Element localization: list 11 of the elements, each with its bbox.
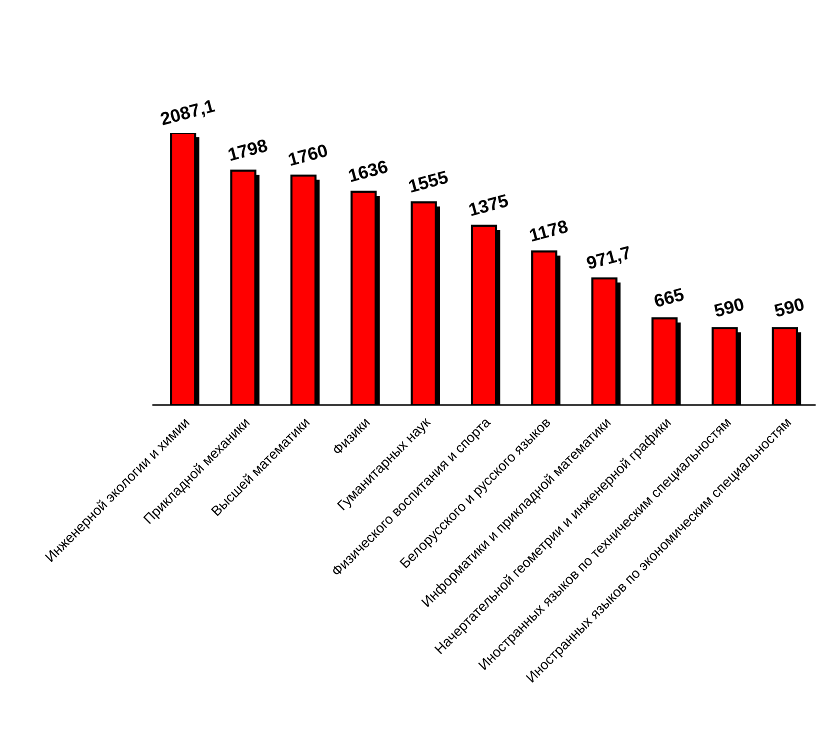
data-label: 1375	[468, 194, 509, 216]
data-label: 2087,1	[160, 99, 216, 128]
data-label: 590	[774, 297, 805, 318]
data-label: 1178	[529, 220, 569, 242]
data-label: 1636	[348, 160, 388, 182]
data-label: 1760	[288, 144, 328, 166]
data-label: 1555	[408, 170, 449, 193]
data-label: 971,7	[586, 246, 632, 272]
data-label: 665	[653, 288, 685, 308]
data-label: 590	[713, 297, 745, 318]
data-label: 1798	[228, 138, 268, 162]
